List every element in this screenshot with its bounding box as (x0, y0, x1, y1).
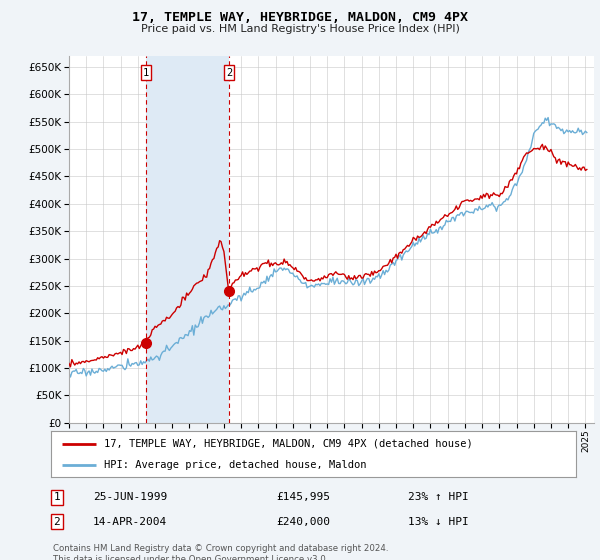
Text: 17, TEMPLE WAY, HEYBRIDGE, MALDON, CM9 4PX (detached house): 17, TEMPLE WAY, HEYBRIDGE, MALDON, CM9 4… (104, 438, 472, 449)
Text: 13% ↓ HPI: 13% ↓ HPI (408, 517, 469, 527)
Text: 1: 1 (143, 68, 149, 77)
Text: £240,000: £240,000 (276, 517, 330, 527)
Bar (146, 56, 229, 423)
Text: Contains HM Land Registry data © Crown copyright and database right 2024.
This d: Contains HM Land Registry data © Crown c… (53, 544, 388, 560)
Text: HPI: Average price, detached house, Maldon: HPI: Average price, detached house, Mald… (104, 460, 366, 470)
Text: £145,995: £145,995 (276, 492, 330, 502)
Text: 23% ↑ HPI: 23% ↑ HPI (408, 492, 469, 502)
Text: 17, TEMPLE WAY, HEYBRIDGE, MALDON, CM9 4PX: 17, TEMPLE WAY, HEYBRIDGE, MALDON, CM9 4… (132, 11, 468, 24)
Text: 2: 2 (226, 68, 232, 77)
Text: 2: 2 (53, 517, 61, 527)
Text: Price paid vs. HM Land Registry's House Price Index (HPI): Price paid vs. HM Land Registry's House … (140, 24, 460, 34)
Text: 14-APR-2004: 14-APR-2004 (93, 517, 167, 527)
Text: 1: 1 (53, 492, 61, 502)
Text: 25-JUN-1999: 25-JUN-1999 (93, 492, 167, 502)
